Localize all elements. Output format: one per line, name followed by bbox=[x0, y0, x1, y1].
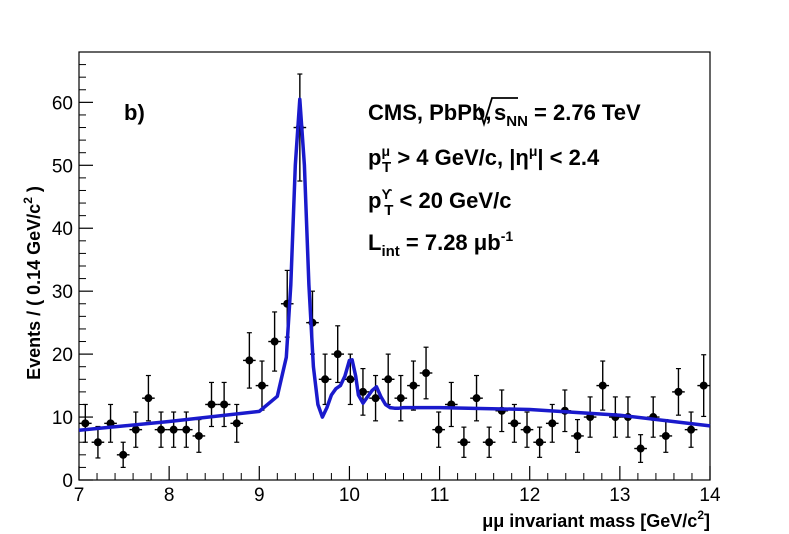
x-tick-label: 12 bbox=[519, 485, 540, 506]
x-tick-label: 8 bbox=[164, 485, 175, 506]
y-tick-label: 60 bbox=[52, 93, 73, 114]
data-point bbox=[485, 438, 494, 447]
annotation-energy: sNN = 2.76 TeV bbox=[494, 100, 641, 130]
data-point bbox=[81, 419, 90, 428]
y-tick-label: 0 bbox=[62, 471, 73, 492]
data-point bbox=[169, 425, 178, 434]
data-point bbox=[119, 450, 128, 459]
annotation-muon-cuts: pμ T > 4 GeV/c, |ημ| < 2.4 bbox=[368, 143, 600, 176]
data-point bbox=[346, 375, 355, 384]
annotation-experiment: CMS, PbPb, bbox=[368, 100, 491, 125]
data-point bbox=[384, 375, 393, 384]
y-tick-label: 50 bbox=[52, 156, 73, 177]
data-point bbox=[321, 375, 330, 384]
data-point bbox=[396, 394, 405, 403]
data-point bbox=[535, 438, 544, 447]
data-point bbox=[371, 394, 380, 403]
y-tick-label: 20 bbox=[52, 345, 73, 366]
data-point bbox=[661, 431, 670, 440]
x-axis-label: μμ invariant mass [GeV/c2] bbox=[482, 508, 710, 531]
data-point bbox=[598, 381, 607, 390]
data-point bbox=[333, 350, 342, 359]
data-point bbox=[687, 425, 696, 434]
x-tick-label: 7 bbox=[74, 485, 85, 506]
data-point bbox=[674, 387, 683, 396]
y-tick-label: 30 bbox=[52, 282, 73, 303]
marks bbox=[78, 73, 711, 469]
y-tick-label: 10 bbox=[52, 408, 73, 429]
annotation-upsilon-pt: pϒ T < 20 GeV/c bbox=[368, 186, 511, 219]
fit-curve bbox=[78, 97, 711, 433]
data-point bbox=[422, 369, 431, 377]
data-point bbox=[409, 381, 418, 390]
annotation-luminosity: Lint = 7.28 μb-1 bbox=[368, 228, 513, 260]
data-point bbox=[358, 387, 367, 396]
y-axis-label: Events / ( 0.14 GeV/c2 ) bbox=[21, 186, 44, 380]
x-tick-label: 13 bbox=[609, 485, 630, 506]
data-point bbox=[270, 337, 279, 346]
data-point bbox=[510, 419, 519, 428]
data-point bbox=[131, 425, 140, 434]
x-tick-label: 14 bbox=[699, 485, 721, 506]
data-point bbox=[207, 400, 216, 409]
y-tick-label: 40 bbox=[52, 219, 73, 240]
data-point bbox=[144, 394, 153, 403]
x-tick-label: 11 bbox=[430, 485, 450, 506]
data-point bbox=[93, 438, 102, 447]
data-point bbox=[636, 444, 645, 453]
data-point bbox=[257, 381, 266, 390]
data-point bbox=[245, 356, 254, 365]
sqrt-sign bbox=[473, 97, 518, 128]
panel-label: b) bbox=[124, 100, 145, 125]
data-point bbox=[699, 381, 708, 390]
data-point bbox=[434, 425, 443, 434]
data-point bbox=[194, 431, 203, 440]
x-tick-label: 10 bbox=[339, 485, 360, 506]
data-point bbox=[232, 419, 241, 428]
data-point bbox=[548, 419, 557, 428]
data-point bbox=[472, 394, 481, 403]
ticks: 7 8 9 10 11 12 13 14 0 10 20 30 40 50 60 bbox=[52, 51, 721, 506]
data-point bbox=[523, 425, 532, 434]
data-point bbox=[220, 400, 229, 409]
data-point bbox=[182, 425, 191, 434]
x-tick-label: 9 bbox=[254, 485, 265, 506]
data-point bbox=[573, 431, 582, 440]
data-point bbox=[459, 438, 468, 447]
data-point bbox=[157, 425, 166, 434]
